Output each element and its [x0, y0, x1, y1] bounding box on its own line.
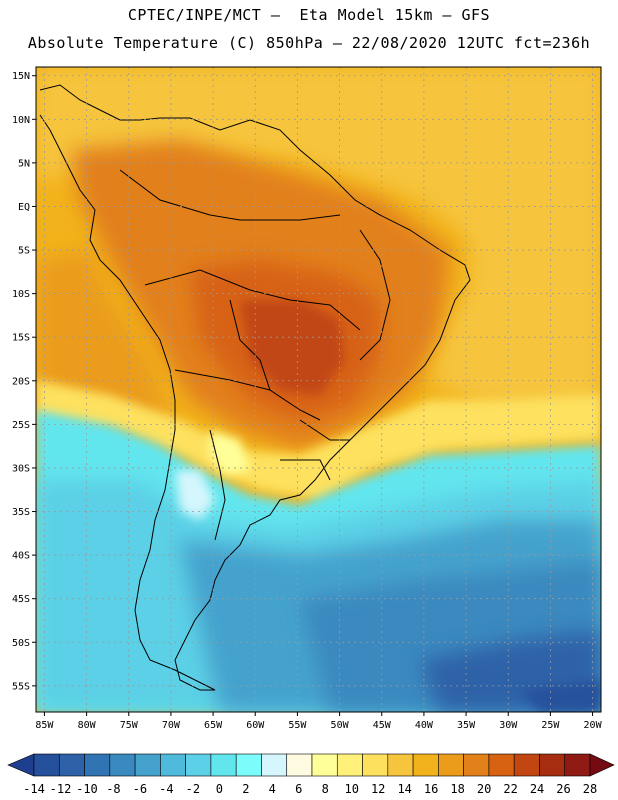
colorbar-tick-label: 6 [295, 782, 302, 796]
lat-label: EQ [18, 202, 30, 213]
colorbar-tick-label: -2 [186, 782, 200, 796]
colorbar-swatch [33, 753, 60, 777]
colorbar-tick-label: -6 [133, 782, 147, 796]
lat-label: 55S [12, 681, 30, 692]
colorbar-tick-label: 0 [216, 782, 223, 796]
colorbar-tick-label: 20 [477, 782, 491, 796]
colorbar-tick-label: -10 [76, 782, 98, 796]
colorbar-tick-label: -8 [106, 782, 120, 796]
map-grid [36, 67, 601, 712]
lat-label: 10S [12, 289, 30, 300]
map-title-line1: CPTEC/INPE/MCT – Eta Model 15km – GFS [127, 6, 491, 24]
colorbar-min-arrow [7, 753, 35, 777]
colorbar-tick-label: 18 [450, 782, 464, 796]
colorbar-swatch [412, 753, 439, 777]
colorbar-swatch [513, 753, 540, 777]
colorbar-swatch [539, 753, 566, 777]
lat-label: 30S [12, 463, 30, 474]
colorbar-tick-label: 28 [583, 782, 597, 796]
coastlines [39, 84, 471, 691]
lon-label: 60W [246, 720, 265, 731]
lat-label: 50S [12, 638, 30, 649]
colorbar-tick-label: -12 [50, 782, 72, 796]
colorbar-swatch [286, 753, 313, 777]
lon-label: 40W [415, 720, 434, 731]
lon-label: 85W [35, 720, 54, 731]
colorbar-swatch [109, 753, 136, 777]
colorbar-swatch [463, 753, 490, 777]
colorbar-tick-label: -4 [159, 782, 173, 796]
colorbar-tick-label: 8 [322, 782, 329, 796]
colorbar-tick-label: 26 [556, 782, 570, 796]
lon-label: 35W [457, 720, 476, 731]
longitude-labels: 85W 80W 75W 70W 65W 60W 55W 50W 45W 40W 35W 30W 25W 2… [35, 712, 603, 731]
colorbar-tick-label: 22 [503, 782, 517, 796]
lon-label: 50W [331, 720, 350, 731]
colorbar-tick-label: 10 [344, 782, 358, 796]
lon-label: 20W [584, 720, 603, 731]
lat-label: 5S [18, 246, 30, 257]
colorbar-swatch [84, 753, 111, 777]
lat-label: 20S [12, 376, 30, 387]
lat-label: 5N [18, 158, 30, 169]
lat-label: 15S [12, 333, 30, 344]
latitude-labels: 15N 10N 5N EQ 5S 10S 15S 20S 25S 30S 35S 40S 45S 50S 5… [12, 71, 36, 692]
lat-label: 15N [12, 71, 30, 82]
colorbar-swatch [160, 753, 186, 777]
colorbar-tick-label: 24 [530, 782, 544, 796]
map-title-line2: Absolute Temperature (C) 850hPa – 22/08/… [27, 34, 591, 52]
colorbar-swatch [311, 753, 338, 777]
colorbar-swatch [438, 753, 464, 777]
colorbar-swatch [185, 753, 212, 777]
lat-label: 35S [12, 507, 30, 518]
colorbar-tick-label: -14 [23, 782, 45, 796]
colorbar-swatch [336, 753, 363, 777]
colorbar-swatch [362, 753, 389, 777]
temperature-field [36, 67, 601, 712]
lat-label: 45S [12, 594, 30, 605]
colorbar-tick-label: 16 [424, 782, 438, 796]
colorbar-swatch [564, 753, 591, 777]
colorbar-swatch [387, 753, 414, 777]
colorbar-tick-label: 4 [269, 782, 276, 796]
lon-label: 75W [120, 720, 139, 731]
colorbar-labels: -14 -12 -10 -8 -6 -4 -2 0 2 4 6 8 10 12 14 16 18 20 22 24 26… [23, 782, 597, 796]
colorbar-swatch [488, 753, 515, 777]
lon-label: 65W [204, 720, 223, 731]
lat-label: 40S [12, 551, 30, 562]
colorbar-swatch [235, 753, 262, 777]
lon-label: 55W [288, 720, 307, 731]
map-frame [35, 66, 602, 713]
colorbar [7, 753, 615, 777]
colorbar-swatch [58, 753, 85, 777]
colorbar-swatch [210, 753, 237, 777]
colorbar-tick-label: 2 [242, 782, 249, 796]
colorbar-swatch [134, 753, 161, 777]
lon-label: 80W [78, 720, 97, 731]
lon-label: 70W [162, 720, 181, 731]
colorbar-max-arrow [589, 753, 615, 777]
lon-label: 45W [373, 720, 392, 731]
lon-label: 30W [499, 720, 518, 731]
lon-label: 25W [541, 720, 560, 731]
colorbar-swatch [261, 753, 288, 777]
lat-label: 10N [12, 115, 30, 126]
colorbar-tick-label: 14 [397, 782, 411, 796]
lat-label: 25S [12, 420, 30, 431]
colorbar-tick-label: 12 [371, 782, 385, 796]
